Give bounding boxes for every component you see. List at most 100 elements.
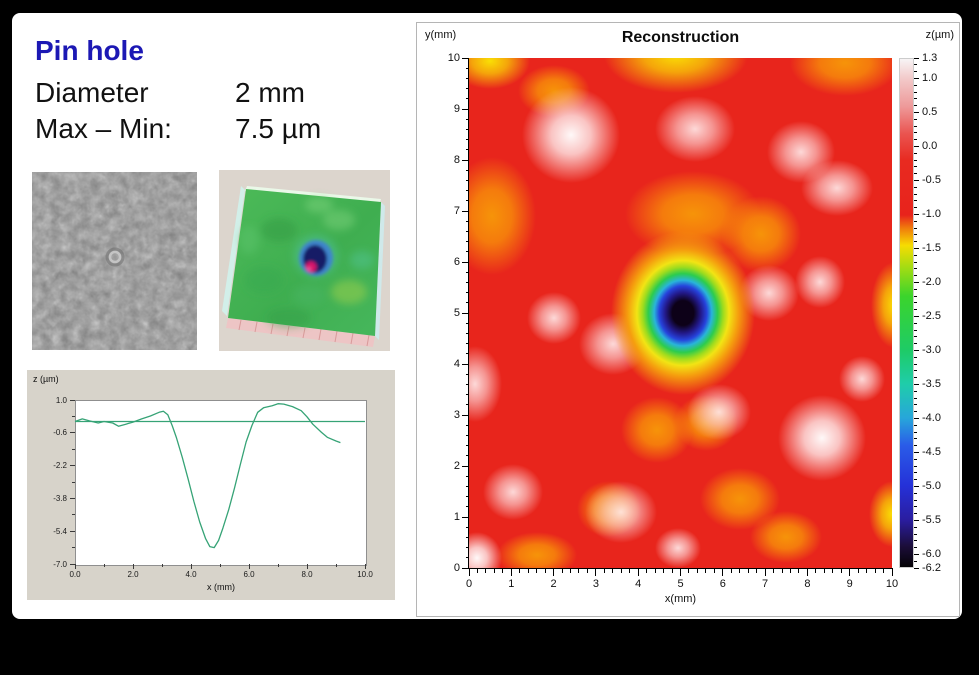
axis-tick (462, 57, 469, 59)
axis-tick (680, 569, 681, 576)
axis-minor-tick (72, 448, 75, 450)
colorbar-minor-tick (914, 186, 917, 188)
axis-minor-tick (465, 88, 469, 90)
axis-minor-tick (465, 200, 469, 202)
axis-tick (510, 569, 512, 576)
colorbar-minor-tick (914, 458, 917, 460)
axis-minor-tick (857, 569, 859, 573)
colorbar-minor-tick (914, 309, 917, 311)
axis-tick-label: 8.0 (301, 570, 313, 579)
colorbar-tick-label: -4.0 (922, 412, 941, 425)
axis-tick (190, 564, 192, 569)
colorbar-minor-tick (914, 465, 917, 467)
axis-tick (70, 465, 75, 467)
colorbar-minor-tick (914, 105, 917, 107)
colorbar-tick (914, 519, 919, 521)
axis-minor-tick (72, 547, 75, 549)
axis-minor-tick (705, 569, 707, 573)
colorbar-minor-tick (914, 506, 917, 508)
colorbar-tick (914, 315, 919, 317)
axis-minor-tick (671, 569, 673, 573)
colorbar-tick-label: -3.5 (922, 378, 941, 391)
colorbar-minor-tick (914, 288, 917, 290)
reconstruction-panel: y(mm) Reconstruction z(µm) x(mm) 0 1 2 3 4 5 6… (416, 22, 960, 617)
colorbar-minor-tick (914, 336, 917, 338)
axis-minor-tick (620, 569, 622, 573)
colorbar-minor-tick (914, 268, 917, 270)
axis-minor-tick (866, 569, 868, 573)
axis-tick (462, 312, 469, 314)
axis-minor-tick (688, 569, 690, 573)
axis-minor-tick (840, 569, 842, 573)
axis-minor-tick (161, 564, 163, 567)
colorbar-minor-tick (914, 540, 917, 542)
colorbar-minor-tick (914, 513, 917, 515)
axis-minor-tick (465, 190, 469, 192)
axis-tick-label: 9 (453, 103, 460, 115)
colorbar-minor-tick (914, 220, 917, 222)
axis-tick (462, 567, 469, 569)
axis-tick (764, 569, 766, 576)
axis-minor-tick (536, 569, 538, 573)
axis-tick-label: 10.0 (357, 570, 373, 579)
axis-tick-label: 4 (635, 578, 642, 590)
axis-tick-label: 6 (453, 256, 460, 268)
axis-minor-tick (72, 514, 75, 516)
axis-tick (70, 399, 75, 401)
axis-tick (637, 569, 639, 576)
axis-minor-tick (485, 569, 487, 573)
axis-minor-tick (465, 139, 469, 141)
colorbar-tick (914, 553, 919, 555)
colorbar-minor-tick (914, 438, 917, 440)
axis-minor-tick (465, 128, 469, 130)
axis-minor-tick (465, 241, 469, 243)
axis-minor-tick (519, 569, 521, 573)
axis-minor-tick (586, 569, 588, 573)
axis-minor-tick (465, 526, 469, 528)
colorbar-minor-tick (914, 166, 917, 168)
colorbar-tick-label: -6.0 (922, 548, 941, 561)
axis-tick-label: 4 (453, 358, 460, 370)
axis-minor-tick (815, 569, 817, 573)
axis-tick (722, 569, 724, 576)
axis-minor-tick (277, 564, 279, 567)
recon-z-axis-label: z(µm) (925, 29, 954, 41)
axis-minor-tick (465, 557, 469, 559)
colorbar-minor-tick (914, 424, 917, 426)
page-title: Pin hole (35, 35, 144, 66)
axis-minor-tick (629, 569, 631, 573)
axis-minor-tick (465, 536, 469, 538)
recon-colorbar (899, 58, 914, 568)
profile-y-axis-label: z (µm) (33, 374, 59, 384)
axis-minor-tick (476, 569, 478, 573)
axis-minor-tick (465, 281, 469, 283)
axis-minor-tick (335, 564, 337, 567)
colorbar-minor-tick (914, 64, 917, 66)
colorbar-minor-tick (914, 499, 917, 501)
spec-label: Max – Min: (35, 113, 172, 144)
colorbar-minor-tick (914, 390, 917, 392)
axis-tick (132, 564, 134, 569)
spec-row-maxmin: Max – Min: 7.5 µm (35, 113, 395, 145)
profile-x-axis-label: x (mm) (207, 582, 235, 592)
axis-minor-tick (465, 251, 469, 253)
colorbar-minor-tick (914, 404, 917, 406)
axis-tick-label: -0.6 (53, 428, 67, 438)
colorbar-minor-tick (914, 200, 917, 202)
axis-tick-label: 1.0 (55, 395, 67, 405)
axis-minor-tick (773, 569, 775, 573)
axis-tick (462, 414, 469, 416)
recon-y-axis-label: y(mm) (425, 29, 457, 41)
recon-y-axis-line (468, 58, 469, 569)
axis-minor-tick (465, 332, 469, 334)
axis-tick (74, 564, 76, 569)
colorbar-tick (914, 281, 919, 283)
axis-minor-tick (713, 569, 715, 573)
axis-minor-tick (646, 569, 648, 573)
axis-tick-label: -5.4 (53, 526, 67, 536)
axis-minor-tick (747, 569, 749, 573)
recon-x-axis-label: x(mm) (664, 593, 697, 605)
axis-minor-tick (696, 569, 698, 573)
axis-minor-tick (72, 481, 75, 483)
colorbar-minor-tick (914, 370, 917, 372)
